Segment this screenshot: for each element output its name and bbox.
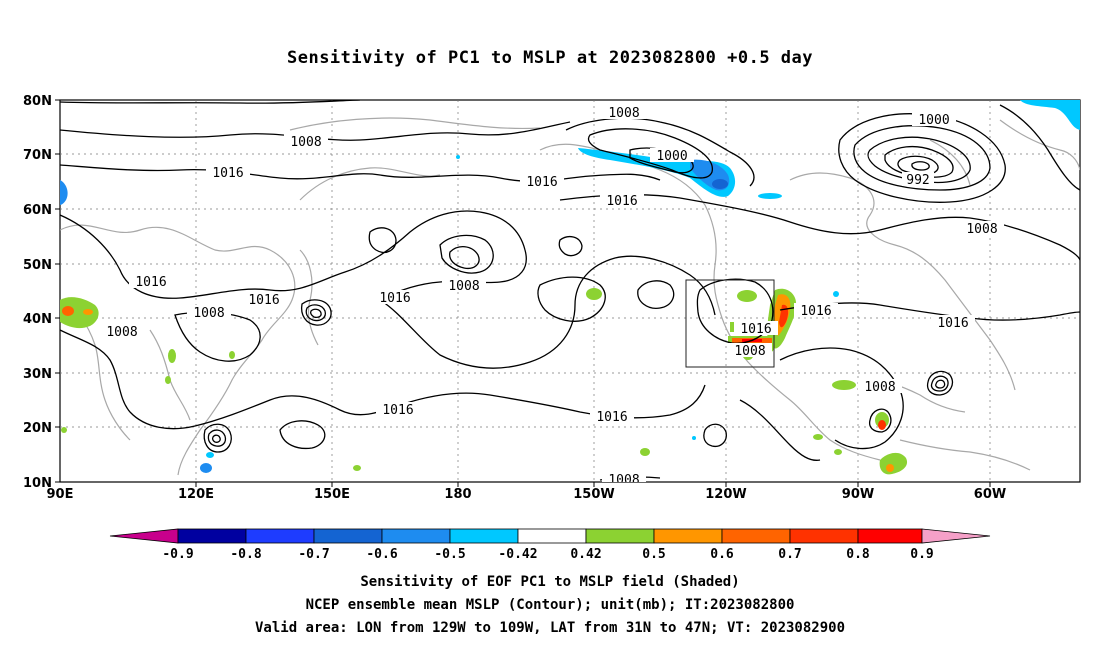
contour-label: 1016 bbox=[379, 291, 410, 306]
contour-label: 1000 bbox=[656, 149, 687, 164]
caption-line-1: Sensitivity of EOF PC1 to MSLP field (Sh… bbox=[360, 574, 740, 590]
contour-label: 1008 bbox=[608, 473, 639, 488]
colorbar-left-triangle bbox=[109, 528, 179, 544]
colorbar-label: 0.7 bbox=[778, 547, 801, 562]
lat-label: 70N bbox=[23, 148, 52, 163]
contour-labels: 1008 1008 1016 1000 1016 1016 1000 992 1… bbox=[100, 105, 1004, 488]
contour-label: 1016 bbox=[800, 304, 831, 319]
lat-label: 40N bbox=[23, 312, 52, 327]
lon-label: 60W bbox=[974, 487, 1006, 502]
contour-label: 1008 bbox=[734, 344, 765, 359]
colorbar-label: 0.8 bbox=[846, 547, 870, 562]
lon-label: 150E bbox=[314, 487, 350, 502]
contour-label: 1016 bbox=[937, 316, 968, 331]
colorbar-bin bbox=[449, 528, 519, 544]
colorbar-bin bbox=[857, 528, 923, 544]
colorbar-bin bbox=[381, 528, 451, 544]
caption-line-2: NCEP ensemble mean MSLP (Contour); unit(… bbox=[305, 597, 795, 613]
caption-line-3: Valid area: LON from 129W to 109W, LAT f… bbox=[254, 620, 845, 636]
longitude-axis: 90E 120E 150E 180 150W 120W 90W 60W bbox=[47, 482, 1006, 502]
lat-label: 30N bbox=[23, 367, 52, 382]
colorbar-bin bbox=[585, 528, 655, 544]
lon-label: 120E bbox=[178, 487, 214, 502]
colorbar-label: -0.6 bbox=[366, 547, 397, 562]
colorbar-right-triangle bbox=[921, 528, 991, 544]
colorbar-label: -0.5 bbox=[434, 547, 465, 562]
colorbar-bin bbox=[653, 528, 723, 544]
colorbar: -0.9 -0.8 -0.7 -0.6 -0.5 -0.42 0.42 0.5 … bbox=[109, 528, 991, 562]
contour-label: 1016 bbox=[606, 194, 637, 209]
colorbar-bin bbox=[517, 528, 587, 544]
contour-label: 1000 bbox=[918, 113, 949, 128]
lat-label: 80N bbox=[23, 94, 52, 109]
contour-label: 1016 bbox=[740, 322, 771, 337]
lon-label: 90W bbox=[842, 487, 874, 502]
lat-label: 20N bbox=[23, 421, 52, 436]
colorbar-label: -0.7 bbox=[298, 547, 329, 562]
contour-label: 1016 bbox=[596, 410, 627, 425]
contour-label: 992 bbox=[906, 173, 929, 188]
lat-label: 50N bbox=[23, 258, 52, 273]
lon-label: 90E bbox=[47, 487, 74, 502]
contour-label: 1008 bbox=[193, 306, 224, 321]
contour-label: 1008 bbox=[106, 325, 137, 340]
colorbar-label: -0.9 bbox=[162, 547, 193, 562]
colorbar-bin bbox=[721, 528, 791, 544]
contour-label: 1016 bbox=[212, 166, 243, 181]
colorbar-label: -0.42 bbox=[498, 547, 537, 562]
colorbar-bin bbox=[789, 528, 859, 544]
colorbar-bin bbox=[177, 528, 247, 544]
colorbar-bin bbox=[245, 528, 315, 544]
lat-label: 10N bbox=[23, 476, 52, 491]
contour-label: 1008 bbox=[608, 106, 639, 121]
contour-label: 1008 bbox=[448, 279, 479, 294]
colorbar-label: 0.42 bbox=[570, 547, 601, 562]
contour-label: 1016 bbox=[526, 175, 557, 190]
contour-label: 1016 bbox=[248, 293, 279, 308]
lat-label: 60N bbox=[23, 203, 52, 218]
colorbar-label: 0.5 bbox=[642, 547, 665, 562]
lon-label: 150W bbox=[573, 487, 614, 502]
colorbar-bin bbox=[313, 528, 383, 544]
colorbar-label: -0.8 bbox=[230, 547, 261, 562]
contour-label: 1016 bbox=[382, 403, 413, 418]
latitude-axis: 80N 70N 60N 50N 40N 30N 20N 10N bbox=[23, 94, 60, 491]
contour-label: 1016 bbox=[135, 275, 166, 290]
contour-label: 1008 bbox=[290, 135, 321, 150]
contour-label: 1008 bbox=[864, 380, 895, 395]
colorbar-label: 0.6 bbox=[710, 547, 734, 562]
colorbar-label: 0.9 bbox=[910, 547, 933, 562]
chart-title: Sensitivity of PC1 to MSLP at 2023082800… bbox=[286, 48, 813, 68]
lon-label: 120W bbox=[705, 487, 746, 502]
lon-label: 180 bbox=[444, 487, 471, 502]
contour-label: 1008 bbox=[966, 222, 997, 237]
